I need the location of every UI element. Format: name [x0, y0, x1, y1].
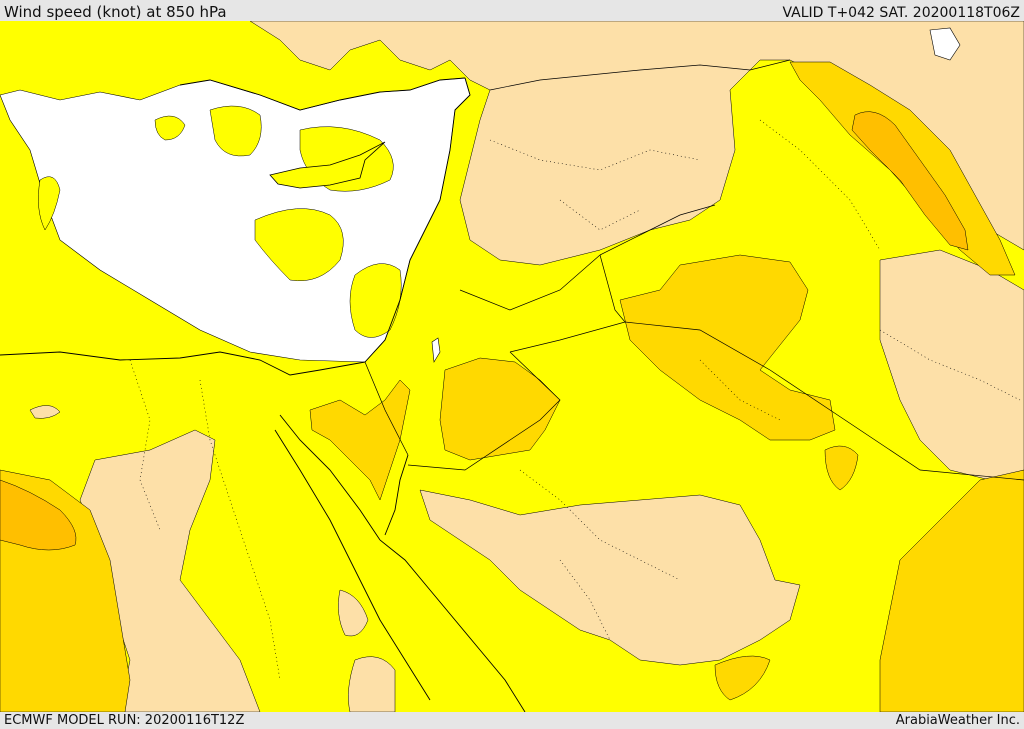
header-bar [0, 0, 1024, 21]
wind-field-light-patch [349, 263, 402, 338]
wind-field-moderate-patch [338, 589, 369, 637]
map-canvas [0, 21, 1024, 712]
wind-field-fresh-patch [714, 655, 771, 701]
turkey-coast [179, 77, 466, 111]
map-title: Wind speed (knot) at 850 hPa [4, 3, 227, 21]
wind-field-light-patch [254, 208, 344, 282]
internal-borders [129, 119, 1021, 681]
border-syria-iraq [599, 204, 716, 256]
border-syria-jordan [459, 254, 601, 311]
wind-field-fresh-patch [824, 445, 859, 491]
wind-field-fresh-negev [439, 357, 561, 461]
border-egypt-israel [364, 361, 409, 456]
egypt-coast [0, 351, 366, 376]
model-run: ECMWF MODEL RUN: 20200116T12Z [4, 713, 245, 728]
red-sea-west-coast [274, 429, 431, 701]
wind-field-moderate-arabia [419, 489, 801, 666]
cyprus-island [269, 141, 386, 189]
wind-field-moderate-patch [348, 656, 396, 712]
wind-field-strong-iraq [851, 111, 969, 251]
coastlines [0, 77, 526, 712]
wind-speed-map[interactable] [0, 21, 1024, 712]
wind-field-light-patch [154, 115, 186, 141]
wind-field-light-patch [209, 105, 262, 157]
wind-field-fresh-south [879, 469, 1024, 712]
lake-tuz [929, 27, 961, 61]
dead-sea [431, 337, 441, 363]
wind-field-moderate-patch [29, 405, 61, 419]
levant-coast [364, 77, 471, 363]
gulf-of-suez [279, 414, 381, 541]
border-jordan-saudi-south [407, 351, 561, 471]
wind-field-fresh-jordan [619, 254, 836, 441]
border-jordan-iraq [599, 254, 626, 323]
wind-field-strong-west [0, 479, 77, 551]
country-borders [364, 59, 1024, 481]
border-syria-turkey [489, 59, 791, 91]
red-sea-east-coast [379, 539, 526, 712]
valid-time: VALID T+042 SAT. 20200118T06Z [782, 5, 1020, 21]
wind-field-light-patch [38, 176, 61, 231]
border-jordan-saudi [509, 321, 1024, 481]
gulf-of-aqaba [384, 454, 409, 536]
credit: ArabiaWeather Inc. [895, 713, 1020, 728]
footer-bar [0, 712, 1024, 729]
